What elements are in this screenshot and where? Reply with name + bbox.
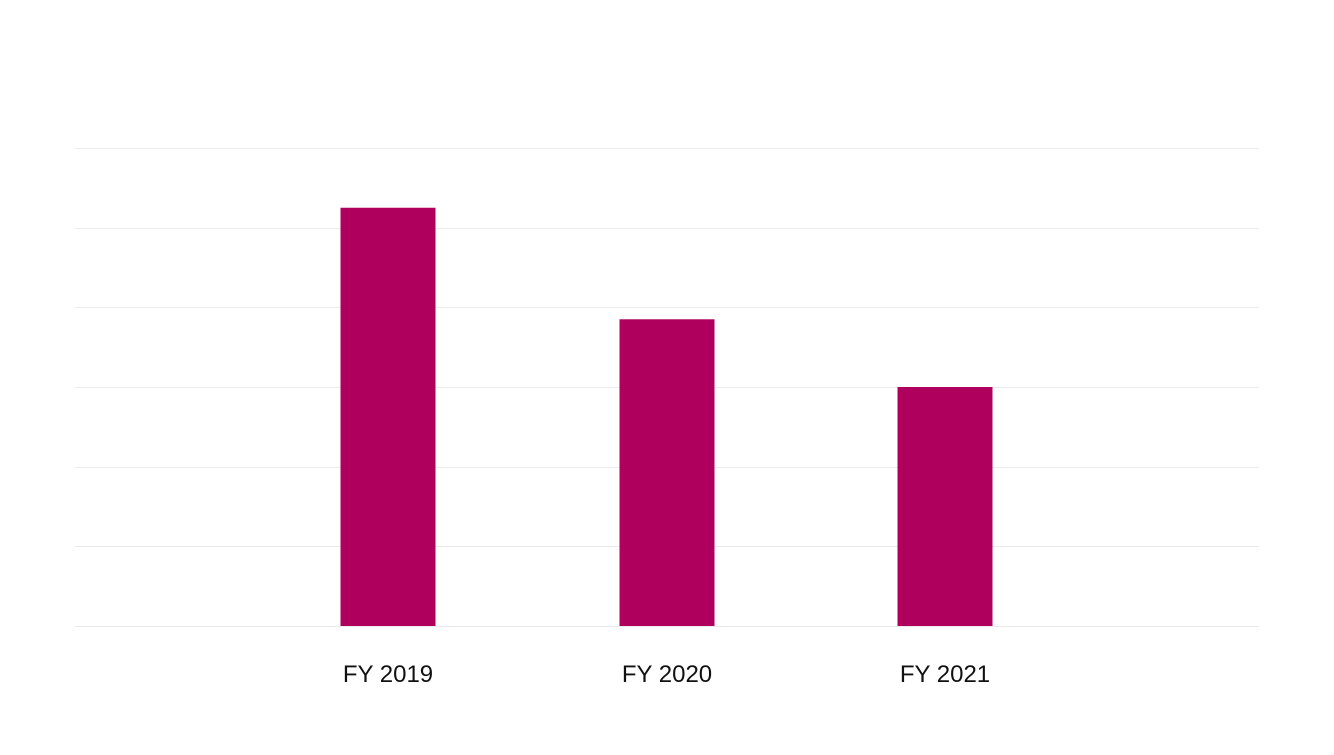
bar (619, 319, 715, 626)
bar (340, 207, 436, 626)
x-axis-tick-labels: FY 2019 FY 2020 FY 2021 (343, 661, 990, 688)
bar (897, 387, 993, 626)
x-tick-label: FY 2019 (343, 661, 433, 688)
bars (340, 207, 993, 626)
x-tick-label: FY 2021 (900, 661, 990, 688)
x-tick-label: FY 2020 (622, 661, 712, 688)
